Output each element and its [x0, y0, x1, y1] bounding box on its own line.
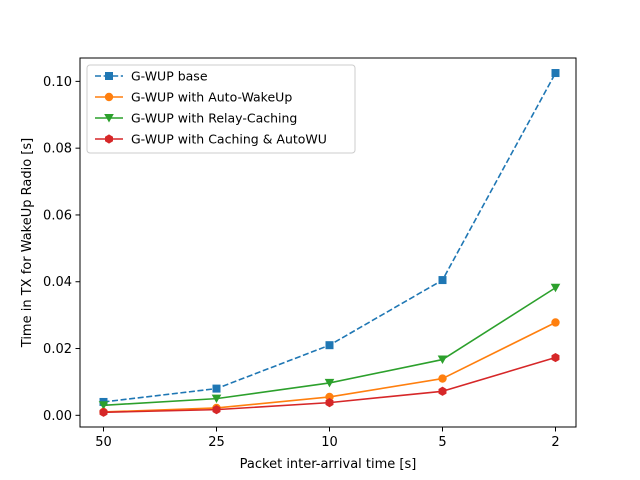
- data-point: [212, 405, 221, 415]
- x-axis-label: Packet inter-arrival time [s]: [240, 457, 417, 472]
- x-tick-label: 25: [208, 435, 225, 450]
- data-point: [551, 352, 560, 363]
- data-point: [212, 384, 221, 393]
- data-point: [325, 392, 334, 402]
- legend-label: G-WUP with Auto-WakeUp: [131, 90, 292, 105]
- y-tick-label: 0.02: [43, 342, 72, 357]
- y-tick-label: 0.04: [43, 275, 72, 290]
- series-1: [99, 318, 560, 417]
- legend-marker: [105, 72, 113, 80]
- series-layer: [98, 69, 561, 417]
- legend-marker: [105, 134, 113, 144]
- data-point: [438, 386, 447, 396]
- y-tick-label: 0.10: [43, 75, 72, 90]
- axes-frame: [79, 57, 577, 428]
- y-axis-ticks: 0.00 0.02 0.04 0.06 0.08 0.10: [43, 75, 80, 424]
- data-point: [438, 374, 447, 383]
- data-point: [99, 407, 108, 417]
- legend-label: G-WUP with Caching & AutoWU: [131, 132, 327, 147]
- legend-item: G-WUP with Auto-WakeUp: [95, 90, 292, 105]
- x-tick-label: 5: [438, 435, 446, 450]
- series-3: [99, 352, 560, 417]
- data-point: [438, 276, 447, 285]
- data-point: [551, 69, 560, 78]
- x-axis-ticks: 50 25 10 5 2: [95, 427, 560, 450]
- legend-label: G-WUP with Relay-Caching: [131, 111, 297, 126]
- legend-label: G-WUP base: [131, 69, 208, 84]
- x-tick-label: 50: [95, 435, 112, 450]
- data-point: [325, 341, 334, 350]
- legend-box: [86, 64, 356, 154]
- data-point: [550, 283, 561, 293]
- data-point: [98, 401, 109, 410]
- data-point: [211, 394, 222, 404]
- legend-item: G-WUP with Caching & AutoWU: [95, 132, 327, 147]
- data-point: [437, 355, 448, 365]
- y-tick-label: 0.08: [43, 142, 72, 157]
- y-tick-label: 0.00: [43, 409, 72, 424]
- x-tick-label: 2: [551, 435, 559, 450]
- data-point: [325, 398, 334, 408]
- legend-item: G-WUP base: [95, 69, 208, 84]
- data-point: [551, 318, 560, 327]
- y-tick-label: 0.06: [43, 208, 72, 223]
- legend-marker: [104, 92, 114, 102]
- legend-marker: [104, 114, 114, 123]
- data-point: [324, 378, 335, 388]
- legend: G-WUP base G-WUP with Auto-WakeUp G-WUP wi…: [86, 64, 356, 154]
- y-axis-label: Time in TX for WakeUp Radio [s]: [20, 138, 35, 348]
- series-2: [98, 283, 561, 410]
- legend-item: G-WUP with Relay-Caching: [95, 111, 297, 126]
- x-tick-label: 10: [321, 435, 338, 450]
